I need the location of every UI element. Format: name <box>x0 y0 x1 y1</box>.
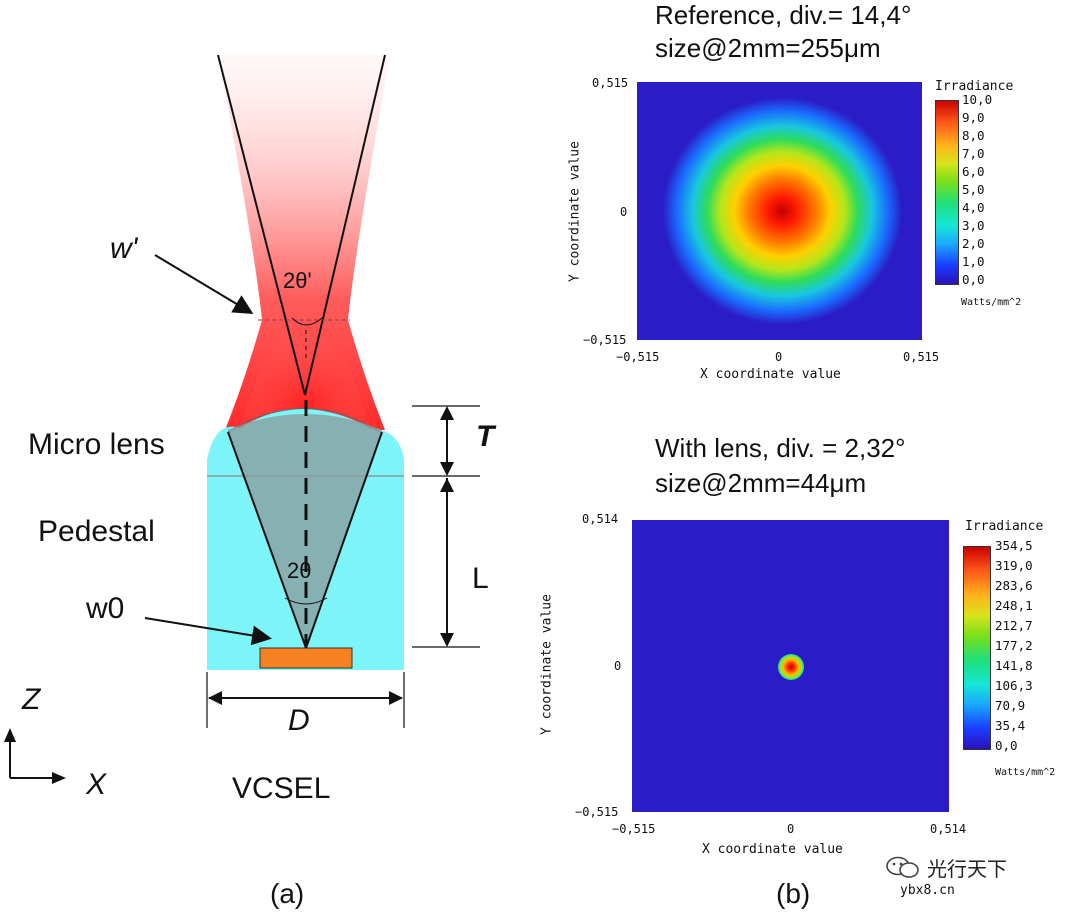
lens-cb-tick: 141,8 <box>995 658 1033 673</box>
lens-y-bottom-tick: −0,515 <box>575 805 619 819</box>
reference-title-line1: Reference, div.= 14,4° <box>655 0 912 30</box>
vcsel-label: VCSEL <box>232 772 331 805</box>
ref-cb-tick: 10,0 <box>962 92 993 107</box>
lens-cb-tick: 354,5 <box>995 538 1033 553</box>
ref-x-right-tick: 0,515 <box>903 350 940 364</box>
lens-title-line2: size@2mm=44μm <box>655 468 867 498</box>
beam-core <box>240 310 370 430</box>
ref-cb-tick: 7,0 <box>962 146 985 161</box>
ref-cb-tick: 3,0 <box>962 218 985 233</box>
d-label: D <box>288 704 310 737</box>
lens-irradiance-plot <box>632 520 949 812</box>
t-label: T <box>476 420 495 453</box>
lens-cb-tick: 283,6 <box>995 578 1033 593</box>
ref-cb-tick: 2,0 <box>962 236 985 251</box>
lens-xlabel: X coordinate value <box>702 842 843 857</box>
ref-y-top-tick: 0,515 <box>592 76 629 90</box>
ref-cb-tick: 1,0 <box>962 254 985 269</box>
vcsel-emitter <box>259 647 353 669</box>
ref-colorbar <box>935 100 959 285</box>
lens-title-line1: With lens, div. = 2,32° <box>655 433 906 463</box>
w-prime-label: w' <box>110 232 138 265</box>
lens-cb-tick: 106,3 <box>995 678 1033 693</box>
ref-xlabel: X coordinate value <box>700 367 841 382</box>
reference-title-line2: size@2mm=255μm <box>655 33 881 63</box>
lens-cb-tick: 212,7 <box>995 618 1033 633</box>
lens-cb-tick: 319,0 <box>995 558 1033 573</box>
micro-lens-label: Micro lens <box>28 428 165 461</box>
lens-y-top-tick: 0,514 <box>582 512 619 526</box>
output-beam <box>218 55 390 430</box>
ref-ylabel: Y coordinate value <box>567 141 583 282</box>
ref-cb-tick: 5,0 <box>962 182 985 197</box>
l-label: L <box>472 562 489 595</box>
theta-prime-arc <box>291 317 323 326</box>
lens-beam-spot <box>778 654 804 680</box>
lens-cb-tick: 35,4 <box>995 718 1026 733</box>
lens-colorbar <box>963 546 991 750</box>
ray-left-inner <box>227 431 307 649</box>
theta-label: 2θ <box>287 558 312 583</box>
w-prime-arrow <box>154 254 254 315</box>
lens-x-mid-tick: 0 <box>787 822 795 836</box>
ref-y-bottom-tick: −0,515 <box>583 333 627 347</box>
w0-label: w0 <box>86 592 125 625</box>
ray-left-outer <box>217 54 306 396</box>
ref-y-mid-tick: 0 <box>620 205 628 219</box>
lens-cb-tick: 70,9 <box>995 698 1026 713</box>
lens-colorbar-title: Irradiance <box>965 519 1044 534</box>
lens-colorbar-unit: Watts/mm^2 <box>995 767 1056 778</box>
lens-y-mid-tick: 0 <box>614 659 622 673</box>
wechat-icon <box>886 856 919 878</box>
watermark-site: ybx8.cn <box>900 883 955 898</box>
caption-b: (b) <box>776 878 811 909</box>
pedestal-label: Pedestal <box>38 515 155 548</box>
x-axis-label: X <box>86 768 107 801</box>
theta-prime-label: 2θ' <box>283 268 312 293</box>
watermark-brand: 光行天下 <box>927 859 1007 881</box>
ray-right-outer <box>304 54 386 396</box>
ref-x-mid-tick: 0 <box>775 350 783 364</box>
lens-cb-tick: 248,1 <box>995 598 1033 613</box>
ref-cb-tick: 0,0 <box>962 272 985 287</box>
ref-cb-tick: 9,0 <box>962 110 985 125</box>
lens-x-left-tick: −0,515 <box>612 822 656 836</box>
ref-cb-tick: 4,0 <box>962 200 985 215</box>
z-axis-label: Z <box>22 683 41 716</box>
reference-irradiance-plot <box>637 82 922 340</box>
lens-cb-tick: 177,2 <box>995 638 1033 653</box>
w0-arrow <box>144 617 272 646</box>
caption-a: (a) <box>270 878 305 909</box>
theta-arc <box>284 597 328 605</box>
ray-right-inner <box>305 431 383 649</box>
ref-cb-tick: 8,0 <box>962 128 985 143</box>
lens-ylabel: Y coordinate value <box>539 594 555 735</box>
lens-x-right-tick: 0,514 <box>930 822 967 836</box>
ref-colorbar-title: Irradiance <box>935 79 1014 94</box>
lens-cb-tick: 0,0 <box>995 738 1018 753</box>
vcsel-diagram <box>4 54 480 784</box>
ref-x-left-tick: −0,515 <box>616 350 660 364</box>
ref-colorbar-unit: Watts/mm^2 <box>961 297 1022 308</box>
ref-cb-tick: 6,0 <box>962 164 985 179</box>
